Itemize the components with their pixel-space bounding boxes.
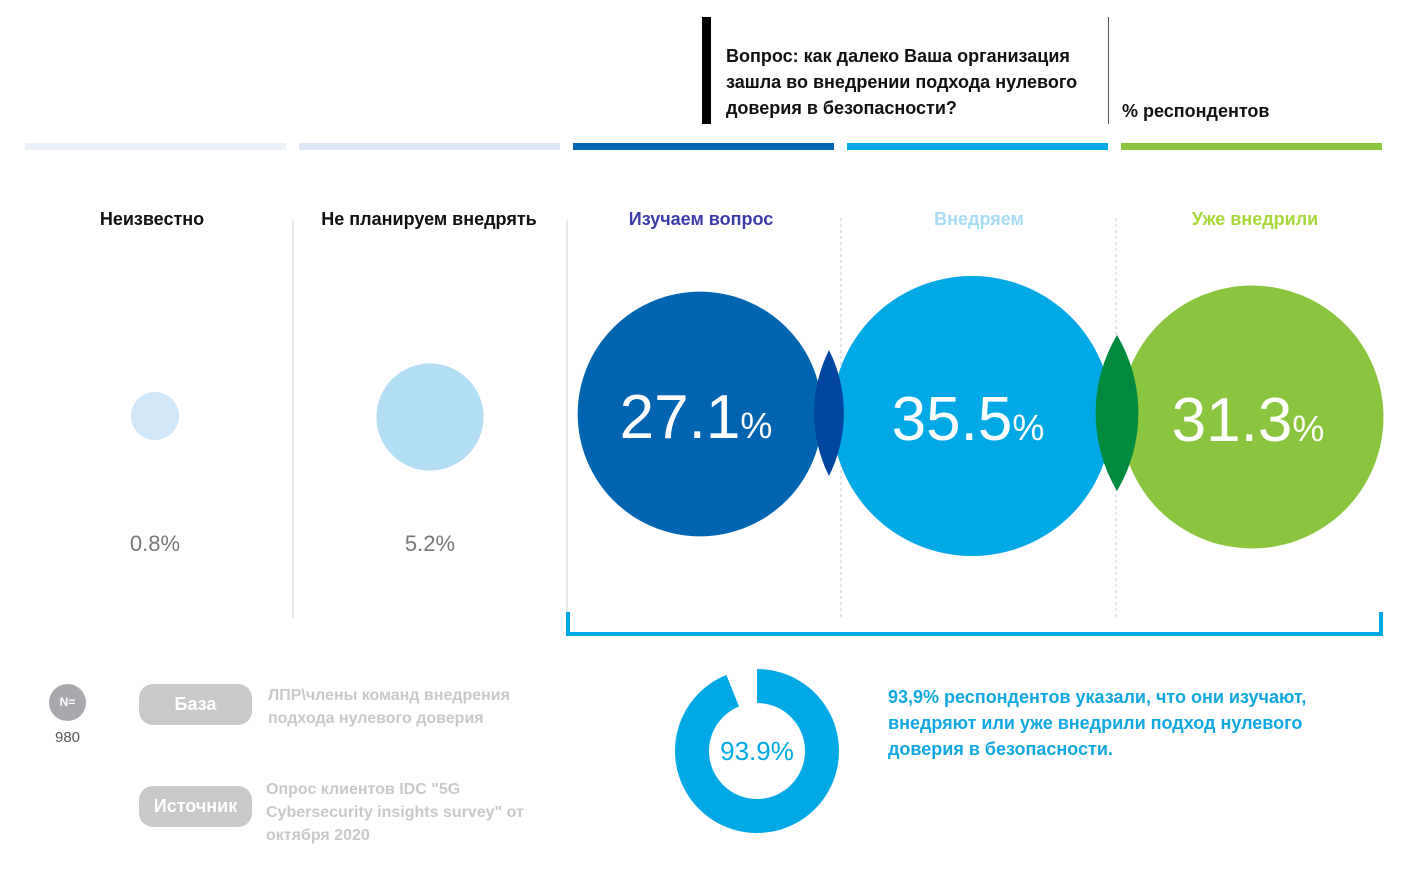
category-label-implemented: Уже внедрили xyxy=(1191,209,1319,229)
unit-label: % респондентов xyxy=(1122,101,1270,121)
donut-arc xyxy=(675,668,840,833)
base-description: ЛПР\члены команд внедрения подхода нулев… xyxy=(268,687,510,727)
header-strip xyxy=(299,143,560,150)
sample-size-badge: N= xyxy=(49,684,86,721)
category-label-implementing: Внедряем xyxy=(934,209,1024,229)
value-label: 27.1% xyxy=(620,383,773,452)
base-pill: База xyxy=(139,684,252,725)
value-label: 35.5% xyxy=(892,385,1045,454)
header-strip xyxy=(1121,143,1382,150)
donut-value-label: 93.9% xyxy=(720,736,794,766)
category-label-unknown: Неизвестно xyxy=(99,209,205,229)
bubble xyxy=(832,276,1112,556)
header-strip xyxy=(25,143,286,150)
bubble xyxy=(131,392,179,440)
source-description: Опрос клиентов IDC "5G Cybersecurity ins… xyxy=(266,781,524,844)
sample-size-value: 980 xyxy=(54,729,81,746)
header-strip xyxy=(573,143,834,150)
value-label: 5.2% xyxy=(405,531,455,556)
category-label-studying: Изучаем вопрос xyxy=(628,209,774,229)
summary-text: 93,9% респондентов указали, что они изуч… xyxy=(888,687,1307,759)
header-divider xyxy=(1108,17,1109,124)
bubble xyxy=(577,291,823,537)
value-label: 0.8% xyxy=(130,531,180,556)
group-bracket xyxy=(566,612,1383,636)
header-strip xyxy=(847,143,1108,150)
bubble xyxy=(376,363,484,471)
bubble-overlap xyxy=(1095,335,1139,491)
question-accent-bar xyxy=(702,17,711,124)
bubble xyxy=(1120,285,1384,549)
question-title: Вопрос: как далеко Ваша организация зашл… xyxy=(726,46,1078,118)
bubble-overlap xyxy=(814,350,844,476)
category-label-not-planning: Не планируем внедрять xyxy=(321,209,537,229)
source-pill: Источник xyxy=(139,786,252,827)
value-label: 31.3% xyxy=(1172,386,1325,455)
